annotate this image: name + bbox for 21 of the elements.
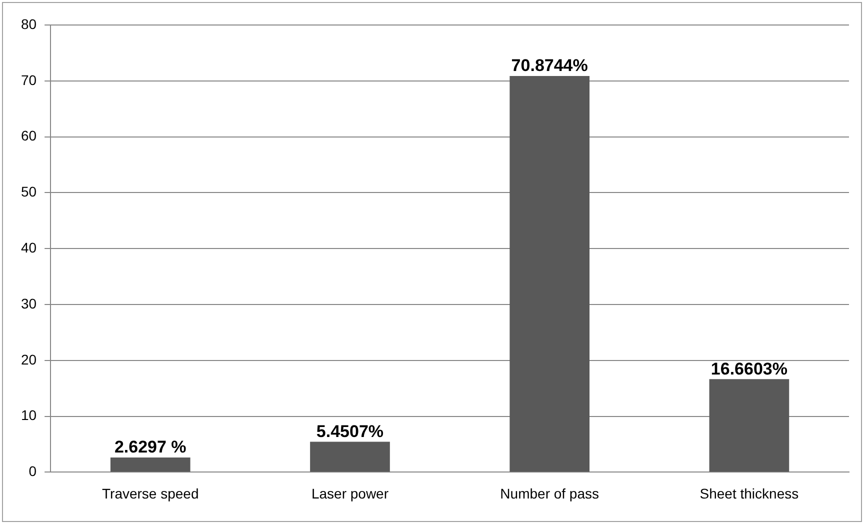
data-label: 16.6603%	[710, 359, 788, 378]
y-tick-label: 10	[20, 407, 37, 424]
x-tick-label: Laser power	[311, 485, 389, 502]
bar	[310, 442, 390, 472]
data-label: 70.8744%	[511, 56, 588, 76]
y-tick-label: 30	[20, 295, 37, 312]
y-tick-label: 20	[20, 351, 37, 368]
x-tick-label: Sheet thickness	[700, 485, 799, 502]
y-tick-label: 70	[20, 72, 37, 88]
data-label: 2.6297 %	[114, 438, 186, 457]
y-tick-label: 60	[20, 128, 37, 144]
y-tick-label: 80	[20, 16, 37, 32]
y-tick-label: 40	[20, 239, 37, 256]
y-tick-label: 50	[20, 184, 37, 200]
bar	[709, 379, 790, 472]
x-tick-label: Number of pass	[500, 485, 600, 502]
x-tick-label: Traverse speed	[102, 485, 199, 502]
bar	[510, 76, 590, 472]
y-tick-label: 0	[28, 463, 37, 480]
data-label: 5.4507%	[316, 422, 384, 441]
bar	[110, 458, 190, 472]
